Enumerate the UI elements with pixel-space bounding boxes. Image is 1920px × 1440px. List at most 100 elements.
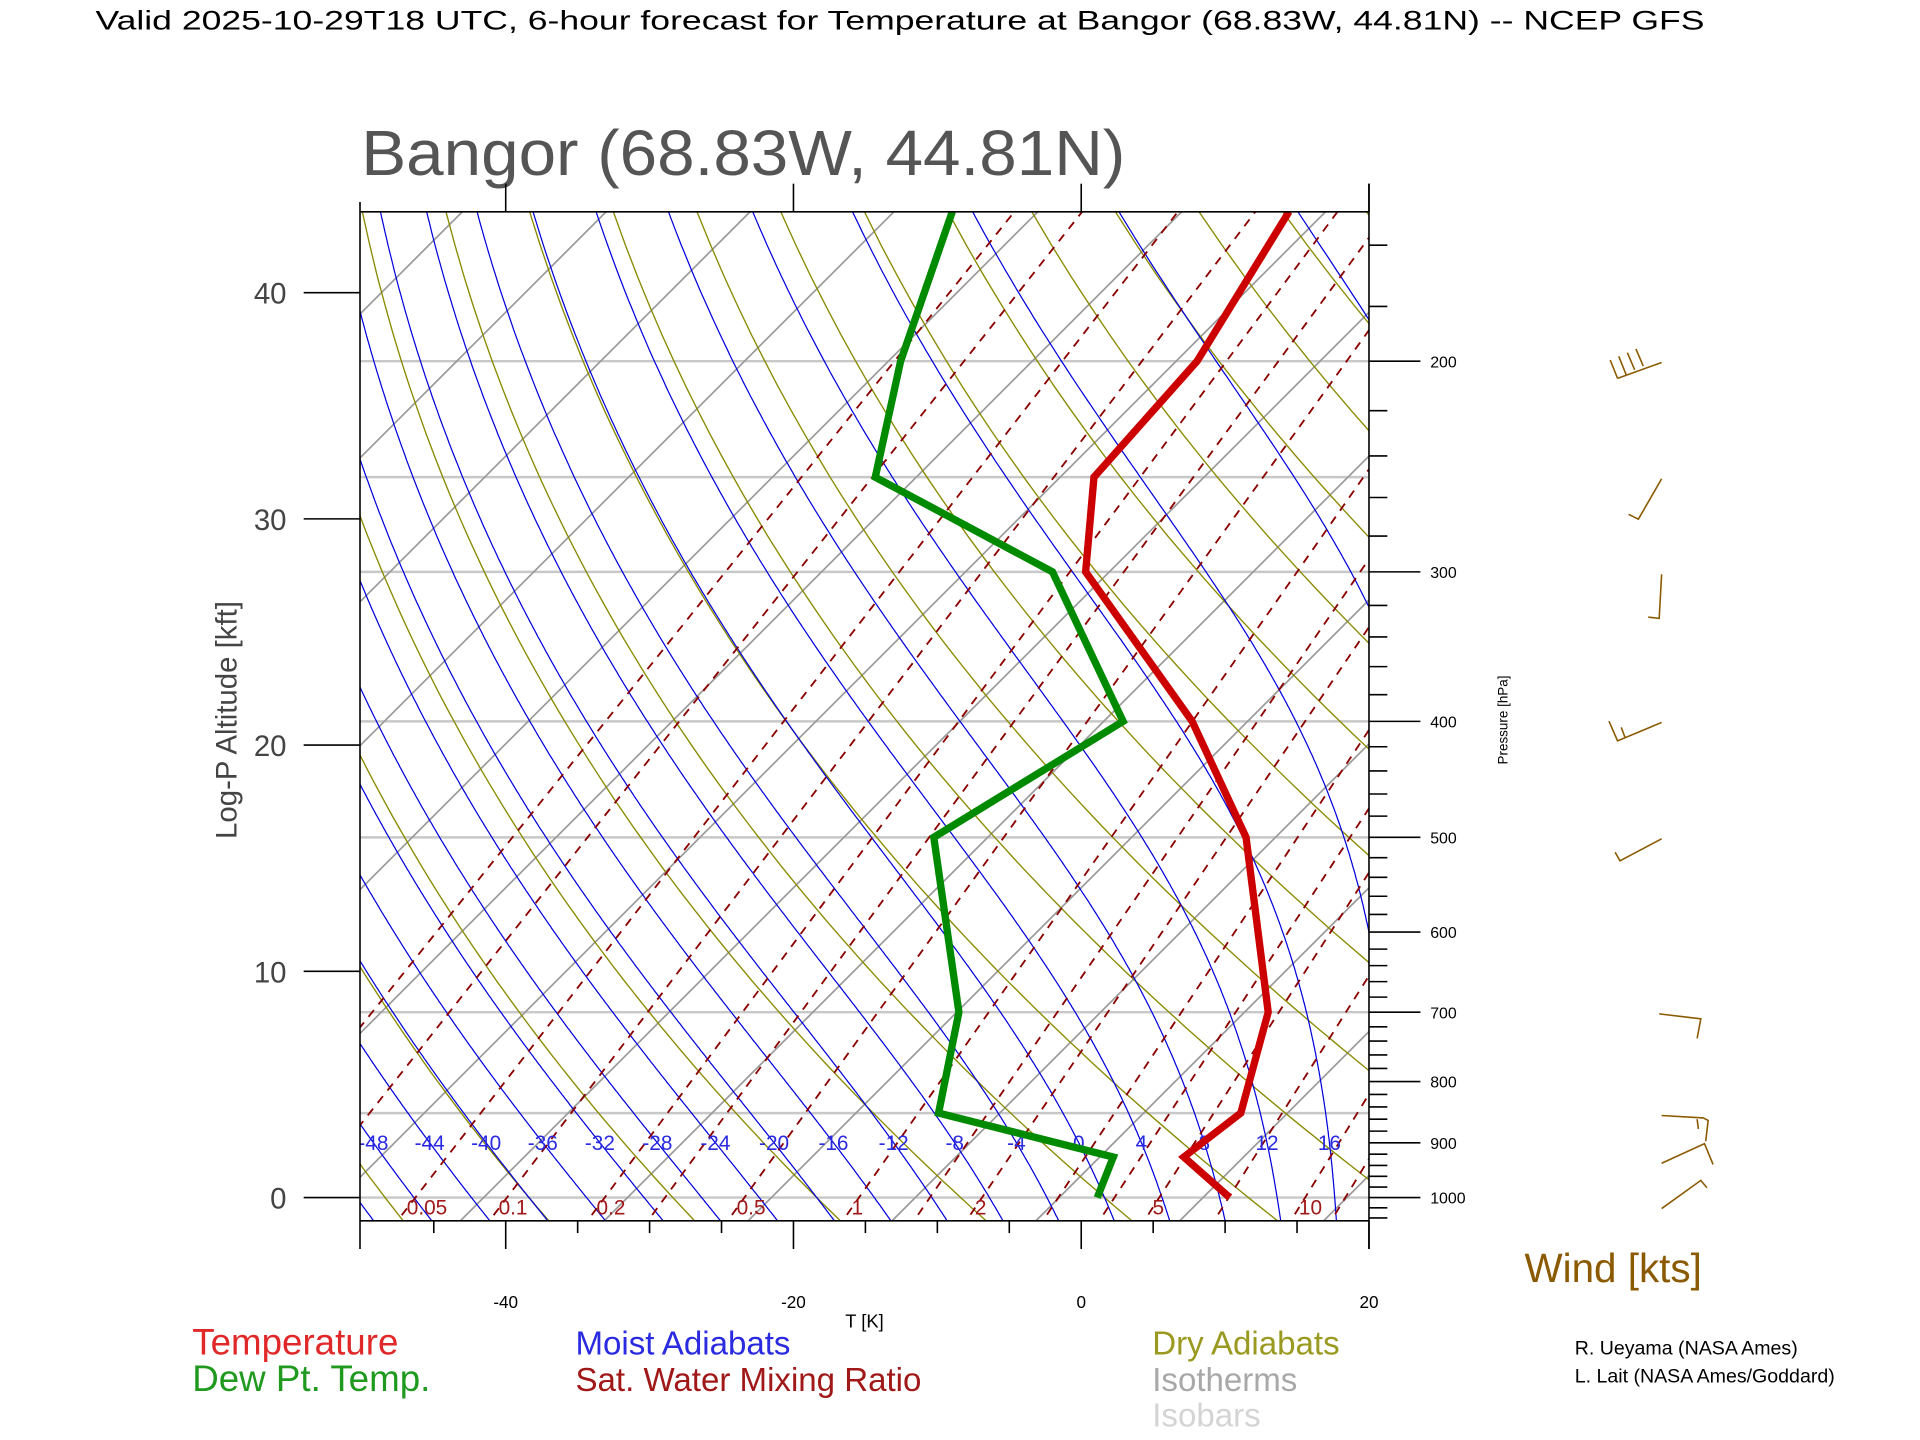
mixing-ratio-line [1289,1092,1369,1221]
moist-adiabat-line [752,211,1282,1221]
x-tick-label: -40 [493,1292,518,1312]
dry-adiabat-line [612,211,1369,1181]
mixing-ratio-label: 0.05 [407,1197,447,1220]
wind-barbs [1608,348,1714,1210]
pressure-tick-label: 400 [1430,715,1457,732]
moist-adiabat-line [360,308,892,1221]
wind-barb [1608,720,1662,742]
moist-adiabat-line [360,457,836,1221]
pressure-tick-label: 700 [1430,1005,1457,1022]
axes [359,183,1370,1249]
mixing-ratio-line [1098,806,1369,1221]
y-axis-label: Log-P Altitude [kft] [210,601,243,839]
mixing-ratio-line [965,625,1369,1221]
mixing-ratio-label: 0.2 [597,1197,626,1220]
moist-adiabat-label: -44 [415,1132,445,1155]
mixing-ratio-line [360,211,1016,1029]
altitude-tick-label: 20 [254,730,287,763]
mixing-ratio-line [1041,728,1369,1221]
wind-barb [1659,1013,1702,1039]
mixing-ratio-labels: 0.05 0.1 0.2 0.5 1 2 5 10 [407,1197,1322,1220]
altitude-tick-label: 0 [270,1183,286,1216]
x-tick-label: -20 [781,1292,806,1312]
mixing-ratio-line [841,467,1369,1221]
credit-1: R. Ueyama (NASA Ames) [1575,1337,1798,1359]
wind-barb [1609,348,1662,380]
pressure-tick-label: 300 [1430,565,1457,582]
moist-adiabat-line [667,211,1226,1221]
dry-adiabat-line [1198,211,1369,432]
dry-adiabat-line [696,211,1369,1072]
wind-barb [1661,1142,1714,1165]
mixing-ratio-line [1143,870,1369,1221]
isotherm-line [1892,176,1920,1228]
mixing-ratio-label: 2 [975,1197,987,1220]
dry-adiabats [360,211,1369,1221]
dry-adiabat-line [1365,211,1369,217]
wind-barb [1661,1114,1710,1142]
mixing-ratio-line [488,211,1257,1221]
mixing-ratio-line [1330,1156,1369,1221]
moist-adiabat-label: 4 [1136,1132,1148,1155]
moist-adiabat-label: -16 [818,1132,848,1155]
moist-adiabat-line [379,211,948,1221]
legend-mixing-ratio: Sat. Water Mixing Ratio [576,1362,922,1399]
legend-isotherms: Isotherms [1152,1362,1297,1399]
mixing-ratio-label: 10 [1299,1197,1322,1220]
dry-adiabat-line [863,211,1369,857]
moist-adiabat-line [851,211,1338,1221]
wind-label: Wind [kts] [1524,1245,1701,1291]
isotherm-line [360,211,1039,891]
moist-adiabat-label: 12 [1255,1132,1278,1155]
pressure-tick-label: 900 [1430,1136,1457,1153]
background-lines: -48 -44 -40 -36 -32 -28 -24 -20 -16 -12 -8 -4 0 4 8 12 1… [0,176,1920,1228]
moist-adiabat-label: -12 [879,1132,909,1155]
isotherm-line [360,211,608,460]
wind-barb [1614,838,1663,862]
mixing-ratio-label: 0.1 [499,1197,528,1220]
header-title: Valid 2025-10-29T18 UTC, 6-hour forecast… [96,5,1705,35]
moist-adiabat-label: -28 [642,1132,672,1155]
isotherm-line [890,742,1369,1221]
altitude-tick-label: 10 [254,956,287,989]
moist-adiabat-line [360,685,722,1221]
moist-adiabat-line [476,211,1060,1221]
profiles [871,211,1293,1201]
isotherm-line [360,211,752,604]
moist-adiabat-label: -8 [945,1132,964,1155]
dry-adiabat-line [947,211,1369,751]
temperature-line [1081,211,1293,1201]
dry-adiabat-line [360,513,842,1221]
moist-adiabat-line [426,211,1004,1221]
y2-axis-label: Pressure [hPa] [1495,676,1510,765]
mixing-ratio-label: 5 [1153,1197,1165,1220]
moist-adiabat-line [1118,211,1369,609]
wind-barb-stroke [1608,720,1662,742]
moist-adiabat-label: -32 [585,1132,615,1155]
dry-adiabat-line [445,211,1133,1221]
moist-adiabat-line [595,211,1171,1221]
isotherm-line [360,211,464,316]
mixing-ratio-line [396,211,1180,1221]
wind-barb-stroke [1614,838,1663,862]
legend-dry-adiabats: Dry Adiabats [1152,1325,1339,1362]
moist-adiabat-label: -48 [358,1132,388,1155]
mixing-ratio-line [586,211,1339,1221]
axis-ticks [303,183,1421,1249]
dry-adiabat-line [361,211,988,1221]
moist-adiabat-label: -24 [700,1132,730,1155]
moist-adiabat-line [360,1042,491,1221]
pressure-tick-label: 200 [1430,354,1457,371]
x-axis-label: T [K] [845,1310,883,1331]
wind-barb [1661,1179,1708,1210]
dry-adiabat-line [360,753,696,1221]
isotherm-line [1178,1030,1369,1221]
wind-barb-stroke [1620,727,1626,738]
dry-adiabat-line [1031,211,1369,645]
mixing-ratio-line [360,211,1084,1127]
chart-title: Bangor (68.83W, 44.81N) [361,118,1125,189]
wind-barb-stroke [1659,1013,1702,1039]
isotherm-line [459,311,1369,1221]
moist-adiabat-line [0,176,321,1228]
